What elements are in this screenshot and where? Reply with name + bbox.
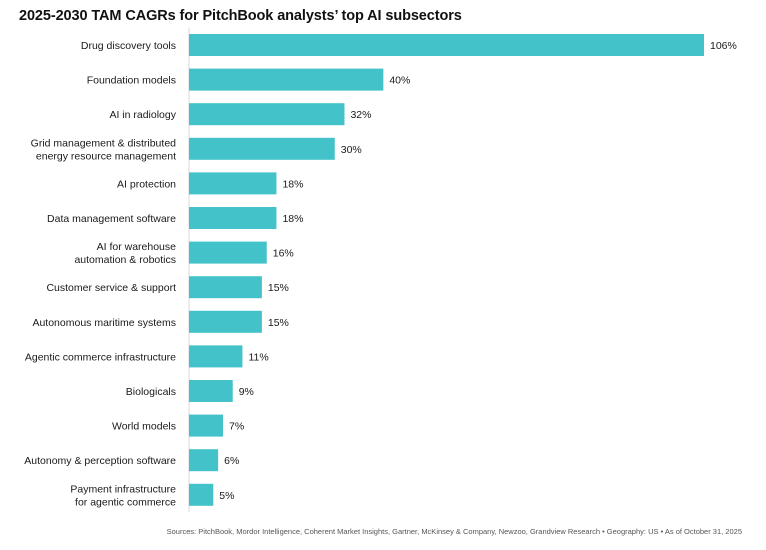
category-label-line: Autonomy & perception software [24,455,176,467]
data-label: 16% [273,248,294,260]
category-label-line: Data management software [47,213,176,225]
category-label-line: AI in radiology [109,109,176,121]
category-label-line: Customer service & support [46,282,176,294]
category-label-line: Payment infrastructure [70,483,176,495]
data-label: 15% [268,282,289,294]
category-label: Foundation models [87,75,176,87]
category-label: Customer service & support [46,282,176,294]
category-label-line: Biologicals [126,386,176,398]
bar [189,310,262,333]
data-label: 15% [268,317,289,329]
data-label: 5% [219,490,234,502]
category-label-line: World models [112,421,176,433]
data-label: 106% [710,40,737,52]
bar [189,414,224,437]
bar [189,380,233,402]
bar [189,345,243,368]
category-label: Payment infrastructure for agentic commer… [70,483,176,508]
data-label: 18% [282,213,303,225]
data-label: 32% [350,109,371,121]
category-label-line: Autonomous maritime systems [32,317,176,329]
category-label: Drug discovery tools [81,40,176,52]
bar [189,34,704,56]
data-label: 30% [341,144,362,156]
bar [189,68,384,91]
category-label: Autonomous maritime systems [32,317,176,329]
data-label: 18% [282,178,303,190]
bar [189,137,335,160]
category-label: Autonomy & perception software [24,455,176,467]
category-label-line: AI for warehouse [97,241,177,253]
category-label: Data management software [47,213,176,225]
category-label-line: Drug discovery tools [81,40,176,52]
chart-title: 2025-2030 TAM CAGRs for PitchBook analys… [19,8,462,24]
category-label-line: AI protection [117,178,176,190]
data-label: 11% [248,351,268,363]
category-label: World models [112,421,176,433]
bar [189,172,277,195]
category-label-line: automation & robotics [74,254,176,266]
bar [189,449,219,472]
data-label: 6% [224,455,239,467]
bar [189,276,262,299]
category-label-line: Grid management & distributed [31,137,176,149]
category-label-line: Foundation models [87,75,176,87]
bar [189,103,345,126]
chart-footnote: Sources: PitchBook, Mordor Intelligence,… [166,527,742,536]
category-label: Grid management & distributed energy reso… [31,137,176,162]
category-label: Biologicals [126,386,176,398]
category-label-line: energy resource management [36,150,176,162]
category-label: Agentic commerce infrastructure [25,351,176,363]
bar [189,241,267,264]
data-label: 40% [389,75,410,87]
data-label: 9% [239,386,254,398]
bar [189,207,277,229]
category-label-line: Agentic commerce infrastructure [25,351,176,363]
data-label: 7% [229,421,244,433]
category-label-line: for agentic commerce [75,496,176,508]
bar [189,483,214,506]
category-label: AI for warehouse automation & robotics [74,241,176,266]
category-label: AI protection [117,178,176,190]
category-label: AI in radiology [109,109,176,121]
